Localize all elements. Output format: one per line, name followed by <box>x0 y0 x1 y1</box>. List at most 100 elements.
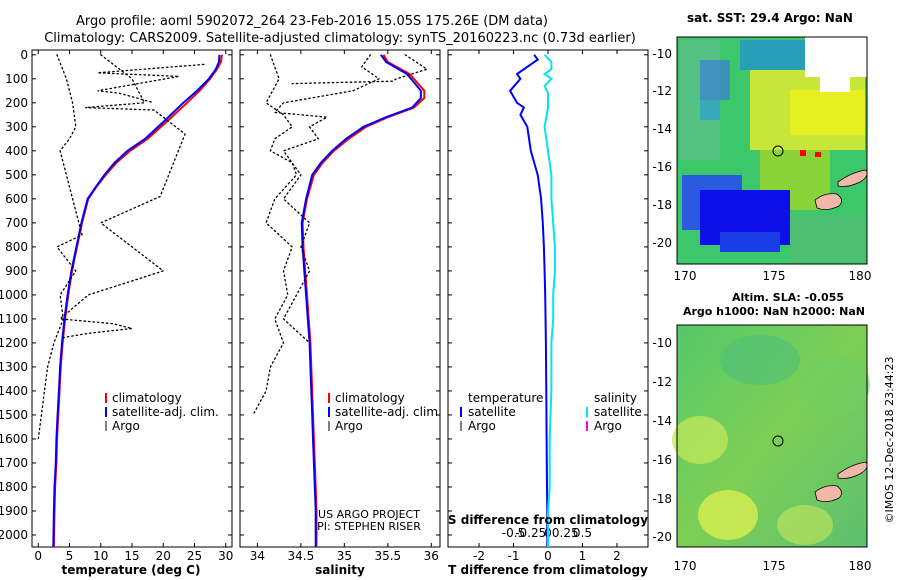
y-tick-label: 1600 <box>0 432 28 446</box>
sla-anomaly-high <box>672 416 728 464</box>
legend-label-satellite: satellite-adj. clim. <box>112 405 219 419</box>
x-tick-label: -2 <box>473 549 485 563</box>
temperature-panel-frame <box>31 49 233 548</box>
x-tick-label: 10 <box>93 549 108 563</box>
sst-ytick: -12 <box>652 84 672 98</box>
legend-label-sal-argo: Argo <box>594 419 622 433</box>
legend-label-temp-argo: Argo <box>468 419 496 433</box>
series-line-satellite-adj-clim- <box>52 54 221 548</box>
sst-xtick: 180 <box>849 269 872 283</box>
series-line-salinity-satellite <box>542 54 556 547</box>
sla-anomaly-high <box>698 490 758 540</box>
sla-xtick: 170 <box>674 559 697 573</box>
series-line-climatology <box>301 54 426 547</box>
difference-xlabel-top: S difference from climatology <box>448 513 648 527</box>
sla-map <box>672 324 870 548</box>
sla-ytick: -14 <box>652 414 672 428</box>
sst-ytick: -18 <box>652 198 672 212</box>
y-tick-label: 500 <box>5 168 28 182</box>
sst-xtick: 170 <box>674 269 697 283</box>
sla-xtick: 180 <box>849 559 872 573</box>
y-tick-label: 200 <box>5 96 28 110</box>
x-tick-label: 30 <box>218 549 233 563</box>
sst-map <box>676 36 868 265</box>
y-tick-label: 300 <box>5 120 28 134</box>
sst-patch <box>720 232 780 252</box>
temperature-legend: climatology satellite-adj. clim. Argo <box>105 391 219 433</box>
sst-patch <box>790 90 865 135</box>
series-line-argo <box>97 63 205 104</box>
sst-patch <box>700 100 720 120</box>
imos-credit: ©IMOS 12-Dec-2018 23:44:23 <box>883 357 896 524</box>
sla-ytick: -16 <box>652 453 672 467</box>
sla-anomaly-low <box>720 335 800 385</box>
series-line-satellite-adj-clim- <box>300 54 422 547</box>
salinity-panel-frame <box>239 49 441 548</box>
x-tick-label: 15 <box>124 549 139 563</box>
y-tick-label: 1700 <box>0 456 28 470</box>
y-tick-label: 700 <box>5 216 28 230</box>
temperature-xlabel: temperature (deg C) <box>62 563 201 577</box>
x-tick-label: 1 <box>579 549 587 563</box>
sla-ytick: -18 <box>652 492 672 506</box>
x-tick-label: 20 <box>156 549 171 563</box>
salinity-xlabel: salinity <box>315 563 365 577</box>
x-tick-label: 35 <box>337 549 352 563</box>
y-tick-label: 400 <box>5 144 28 158</box>
sst-ytick: -16 <box>652 160 672 174</box>
sla-ytick: -20 <box>652 530 672 544</box>
x-tick-label: 35.5 <box>374 549 401 563</box>
y-tick-label: 1500 <box>0 408 28 422</box>
series-line-argo <box>252 54 298 416</box>
x-tick-label: 2 <box>613 549 621 563</box>
sla-island-vanualevu <box>837 461 868 479</box>
y-tick-label: 2000 <box>0 528 28 542</box>
x-tick-label: 34 <box>250 549 265 563</box>
sla-map-axes: -10 -12 -14 -16 -18 -20 170 175 180 <box>652 336 871 573</box>
sla-anomaly <box>800 355 870 415</box>
x-tick-label: 0 <box>544 549 552 563</box>
sla-island-vitilevu <box>814 485 842 502</box>
x-tick-label-top: 0.5 <box>573 526 592 540</box>
sla-anomaly-high <box>777 505 833 545</box>
salinity-legend: climatology satellite-adj. clim. Argo <box>328 391 442 433</box>
salinity-chart: 34 34.5 35 35.5 36 <box>240 50 440 563</box>
difference-legend-salinity: salinity satellite Argo <box>586 391 642 433</box>
sst-cloud-mask <box>805 37 867 77</box>
sla-ytick: -10 <box>652 336 672 350</box>
x-tick-label: 5 <box>66 549 74 563</box>
sla-ytick: -12 <box>652 375 672 389</box>
legend-title-temperature: temperature <box>468 391 543 405</box>
x-tick-label-top: -0.5 <box>502 526 525 540</box>
sst-island-vanualevu <box>837 169 868 187</box>
title-line1: Argo profile: aoml 5902072_264 23-Feb-20… <box>76 14 548 29</box>
sst-hot-pixel <box>815 152 821 157</box>
series-line-argo <box>273 54 381 344</box>
sst-island-vitilevu <box>814 193 842 210</box>
sst-patch <box>790 215 865 262</box>
y-tick-label: 1800 <box>0 480 28 494</box>
x-tick-label: 34.5 <box>288 549 315 563</box>
sst-ytick: -10 <box>652 47 672 61</box>
y-tick-label: 1400 <box>0 384 28 398</box>
sla-xtick: 175 <box>763 559 786 573</box>
difference-xlabel: T difference from climatology <box>448 563 648 577</box>
y-tick-label: 1100 <box>0 312 28 326</box>
sst-argo-location-marker <box>772 145 784 157</box>
y-tick-label: 1200 <box>0 336 28 350</box>
sla-map-title-line1: Altim. SLA: -0.055 <box>732 291 844 304</box>
legend-label-climatology: climatology <box>335 391 405 405</box>
difference-panel-frame <box>447 49 649 548</box>
temperature-chart: 0 5 10 15 20 25 300100200300400500600700800900… <box>0 48 233 563</box>
legend-label-satellite: satellite-adj. clim. <box>335 405 442 419</box>
sst-map-frame <box>676 36 868 265</box>
y-tick-label: 1300 <box>0 360 28 374</box>
x-tick-label: 0 <box>34 549 42 563</box>
y-tick-label: 900 <box>5 264 28 278</box>
sst-map-axes: -10 -12 -14 -16 -18 -20 170 175 180 <box>652 47 871 283</box>
sst-hot-pixel <box>800 150 806 156</box>
series-line-climatology <box>52 54 223 548</box>
legend-label-temp-satellite: satellite <box>468 405 516 419</box>
sst-patch <box>740 40 810 70</box>
